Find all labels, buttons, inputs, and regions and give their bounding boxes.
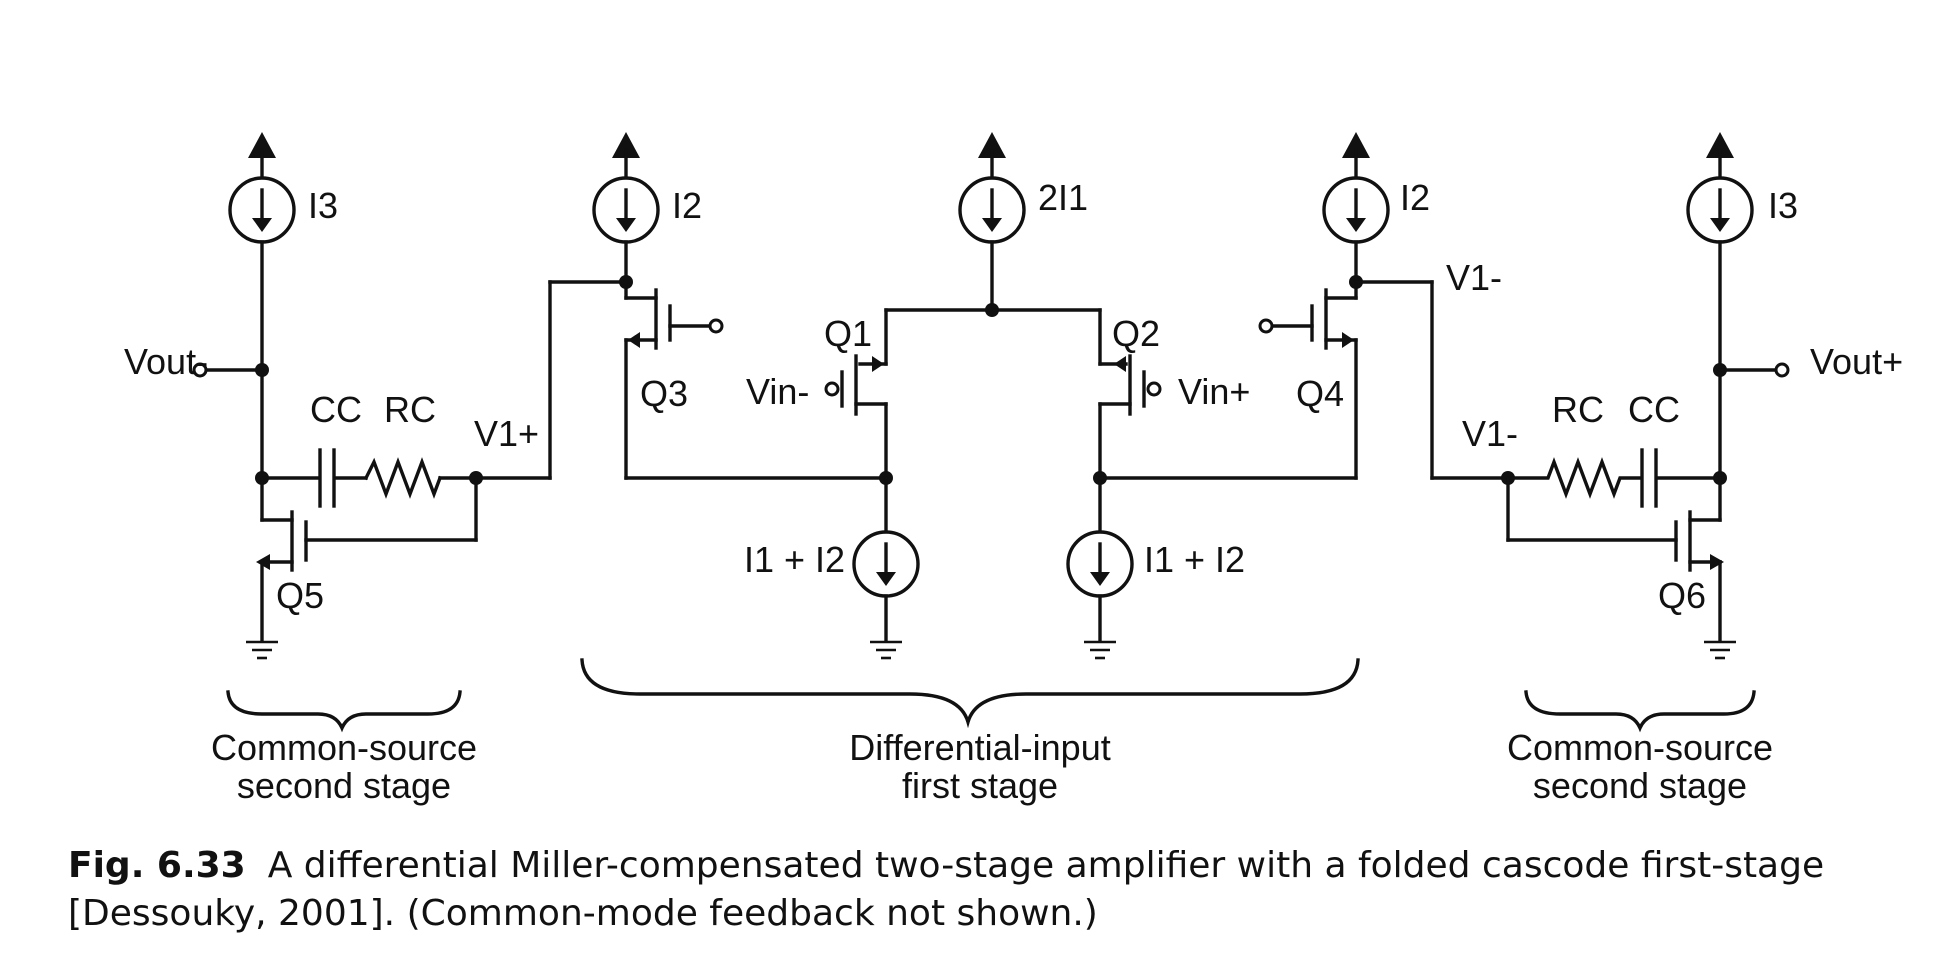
svg-text:Vout-: Vout-: [124, 341, 208, 382]
svg-text:Q3: Q3: [640, 373, 688, 414]
label-q2: Q2: [1112, 313, 1160, 354]
label-v1-minus-mid: V1-: [1462, 413, 1518, 454]
brace-left: [226, 690, 462, 733]
stage-middle-line1: Differential-input: [849, 727, 1110, 768]
svg-text:CC: CC: [1628, 389, 1680, 430]
label-vin-minus: Vin-: [746, 371, 809, 412]
differential-pair: [824, 132, 1358, 660]
label-i3-left: I3: [308, 185, 338, 226]
svg-text:Q4: Q4: [1296, 373, 1344, 414]
label-cc-right: CC: [1628, 389, 1680, 430]
svg-text:Q5: Q5: [276, 575, 324, 616]
brace-right: [1524, 690, 1756, 733]
svg-text:RC: RC: [384, 389, 436, 430]
label-q1: Q1: [824, 313, 872, 354]
right-second-stage: [1501, 132, 1790, 660]
svg-text:RC: RC: [1552, 389, 1604, 430]
transistor-q5: [256, 476, 308, 642]
figure-caption: Fig. 6.33 A differential Miller-compensat…: [68, 842, 1928, 938]
q3-branch: [592, 132, 888, 480]
q4-branch: [1258, 132, 1510, 480]
label-2i1: 2I1: [1038, 177, 1088, 218]
left-second-stage: [192, 132, 628, 660]
brace-middle: [580, 658, 1360, 729]
label-rc-right: RC: [1552, 389, 1604, 430]
svg-text:V1+: V1+: [474, 413, 539, 454]
stage-right-line2: second stage: [1533, 765, 1747, 806]
stage-right-line1: Common-source: [1507, 727, 1773, 768]
svg-text:2I1: 2I1: [1038, 177, 1088, 218]
label-tail-right: I1 + I2: [1144, 539, 1245, 580]
stage-left-line2: second stage: [237, 765, 451, 806]
svg-text:I1 + I2: I1 + I2: [744, 539, 845, 580]
label-v1-plus: V1+: [474, 413, 539, 454]
svg-text:I3: I3: [1768, 185, 1798, 226]
label-rc-left: RC: [384, 389, 436, 430]
svg-text:V1-: V1-: [1462, 413, 1518, 454]
label-q5: Q5: [276, 575, 324, 616]
label-i2-right: I2: [1400, 177, 1430, 218]
svg-text:I1 + I2: I1 + I2: [1144, 539, 1245, 580]
svg-text:CC: CC: [310, 389, 362, 430]
current-source-i3-left: [228, 176, 296, 244]
label-i3-right: I3: [1768, 185, 1798, 226]
svg-text:Q6: Q6: [1658, 575, 1706, 616]
label-v1-minus-top: V1-: [1446, 257, 1502, 298]
stage-middle-line2: first stage: [902, 765, 1058, 806]
svg-text:I2: I2: [672, 185, 702, 226]
label-q3: Q3: [640, 373, 688, 414]
label-vout-plus: Vout+: [1810, 341, 1903, 382]
svg-text:Q1: Q1: [824, 313, 872, 354]
label-i2-left: I2: [672, 185, 702, 226]
svg-text:I3: I3: [308, 185, 338, 226]
svg-text:Vout+: Vout+: [1810, 341, 1903, 382]
stage-labels: Common-source second stage Differential-…: [211, 727, 1773, 806]
label-cc-left: CC: [310, 389, 362, 430]
label-q4: Q4: [1296, 373, 1344, 414]
svg-text:Vin+: Vin+: [1178, 371, 1250, 412]
label-tail-left: I1 + I2: [744, 539, 845, 580]
stage-left-line1: Common-source: [211, 727, 477, 768]
svg-text:Q2: Q2: [1112, 313, 1160, 354]
label-vin-plus: Vin+: [1178, 371, 1250, 412]
component-labels: I3 I2 2I1 I2 I3 Vout- Vout+ CC RC RC CC …: [124, 177, 1903, 616]
svg-text:Vin-: Vin-: [746, 371, 809, 412]
svg-text:I2: I2: [1400, 177, 1430, 218]
figure-number: Fig. 6.33: [68, 845, 246, 886]
label-q6: Q6: [1658, 575, 1706, 616]
caption-text: A differential Miller-compensated two-st…: [68, 845, 1825, 934]
svg-text:V1-: V1-: [1446, 257, 1502, 298]
label-vout-minus: Vout-: [124, 341, 208, 382]
